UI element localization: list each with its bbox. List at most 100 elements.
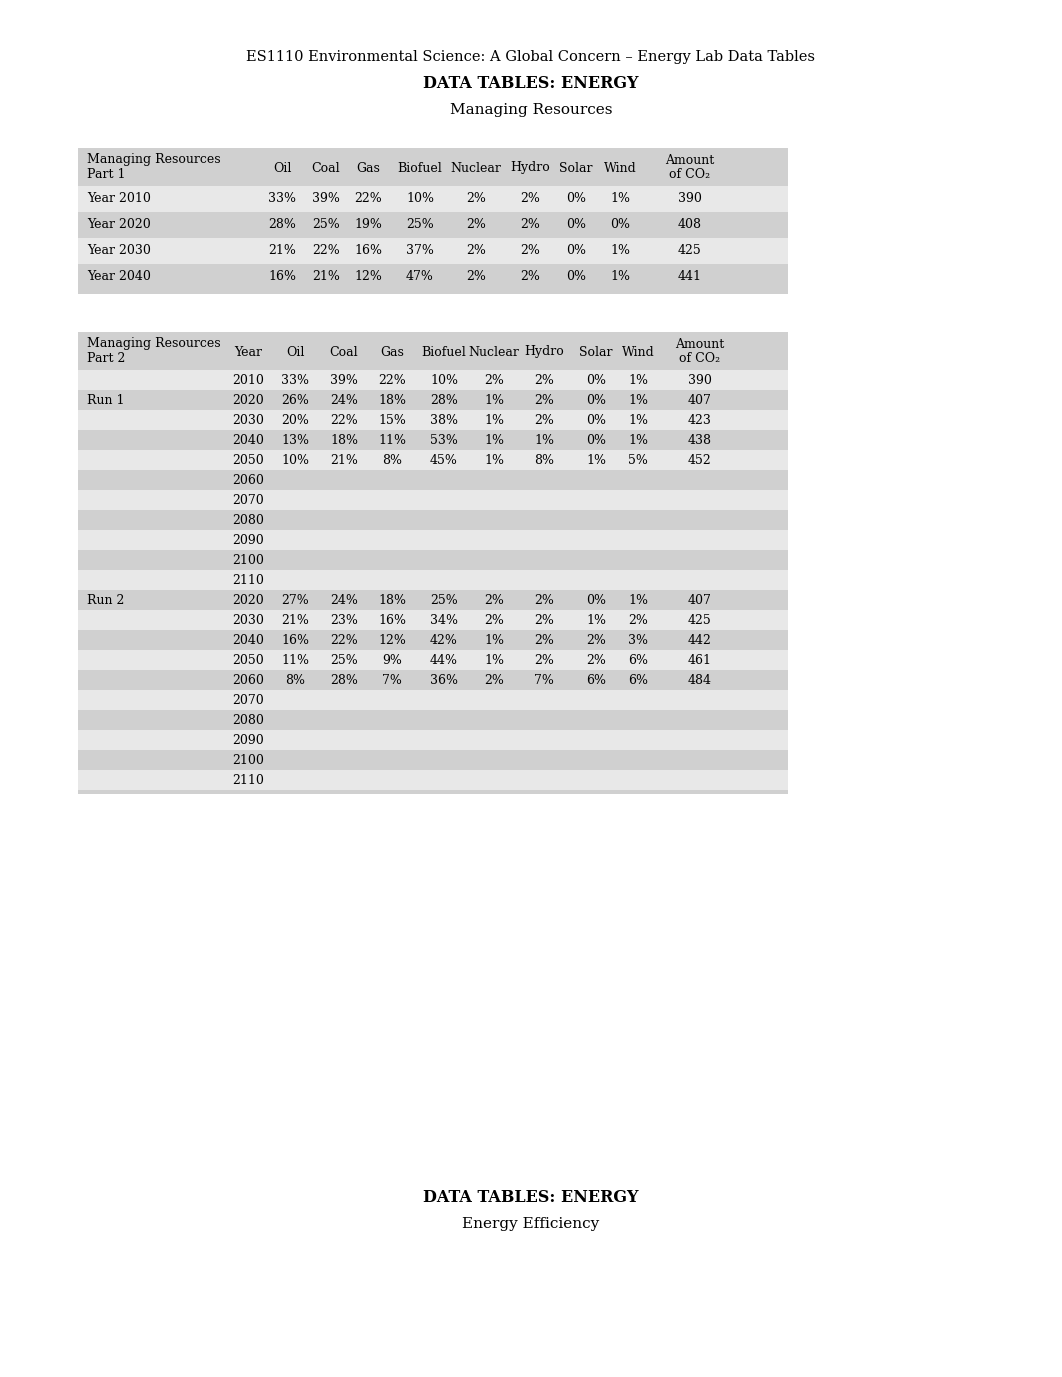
Text: 11%: 11% [378, 434, 406, 446]
Text: 461: 461 [688, 654, 712, 666]
Text: 2%: 2% [484, 373, 504, 387]
Text: 45%: 45% [430, 453, 458, 467]
Text: 2%: 2% [534, 633, 554, 646]
FancyBboxPatch shape [78, 186, 788, 212]
Text: Biofuel: Biofuel [397, 161, 443, 175]
Text: 423: 423 [688, 413, 712, 427]
Text: 13%: 13% [281, 434, 309, 446]
Text: of CO₂: of CO₂ [680, 351, 720, 365]
Text: 39%: 39% [330, 373, 358, 387]
Text: 3%: 3% [628, 633, 648, 646]
Text: 25%: 25% [430, 593, 458, 606]
Text: 33%: 33% [268, 193, 296, 205]
Text: 16%: 16% [268, 270, 296, 284]
FancyBboxPatch shape [78, 470, 788, 490]
Text: 22%: 22% [330, 413, 358, 427]
Text: 38%: 38% [430, 413, 458, 427]
Text: 0%: 0% [586, 394, 606, 406]
Text: Year 2040: Year 2040 [87, 270, 151, 284]
Text: 2040: 2040 [233, 633, 264, 646]
Text: 7%: 7% [382, 673, 401, 687]
Text: Amount: Amount [675, 337, 724, 351]
Text: 2%: 2% [534, 593, 554, 606]
Text: 2%: 2% [534, 394, 554, 406]
Text: Oil: Oil [273, 161, 291, 175]
Text: 1%: 1% [484, 394, 504, 406]
FancyBboxPatch shape [78, 264, 788, 291]
FancyBboxPatch shape [78, 650, 788, 671]
Text: 2%: 2% [586, 654, 606, 666]
Text: Year 2030: Year 2030 [87, 245, 151, 257]
Text: 12%: 12% [378, 633, 406, 646]
Text: 1%: 1% [484, 413, 504, 427]
Text: 1%: 1% [534, 434, 554, 446]
Text: 1%: 1% [628, 593, 648, 606]
Text: 22%: 22% [378, 373, 406, 387]
Text: 28%: 28% [268, 219, 296, 231]
Text: Run 2: Run 2 [87, 593, 124, 606]
Text: 1%: 1% [628, 413, 648, 427]
Text: Coal: Coal [311, 161, 340, 175]
Text: 42%: 42% [430, 633, 458, 646]
Text: Year 2020: Year 2020 [87, 219, 151, 231]
Text: 2110: 2110 [233, 774, 264, 786]
Text: Part 1: Part 1 [87, 168, 125, 180]
Text: Hydro: Hydro [525, 346, 564, 358]
Text: 390: 390 [678, 193, 702, 205]
FancyBboxPatch shape [78, 770, 788, 790]
Text: 441: 441 [678, 270, 702, 284]
Text: 39%: 39% [312, 193, 340, 205]
Text: 425: 425 [679, 245, 702, 257]
Text: 2110: 2110 [233, 573, 264, 587]
Text: 2020: 2020 [233, 394, 263, 406]
Text: 53%: 53% [430, 434, 458, 446]
Text: Solar: Solar [579, 346, 613, 358]
Text: 0%: 0% [586, 593, 606, 606]
Text: 10%: 10% [406, 193, 434, 205]
FancyBboxPatch shape [78, 212, 788, 238]
Text: 0%: 0% [566, 270, 586, 284]
Text: Oil: Oil [286, 346, 304, 358]
Text: 21%: 21% [268, 245, 296, 257]
Text: Managing Resources: Managing Resources [87, 153, 221, 167]
Text: 2%: 2% [520, 245, 539, 257]
Text: 26%: 26% [281, 394, 309, 406]
Text: Gas: Gas [380, 346, 404, 358]
Text: Part 2: Part 2 [87, 351, 125, 365]
FancyBboxPatch shape [78, 530, 788, 549]
Text: 2040: 2040 [233, 434, 264, 446]
Text: 2%: 2% [466, 219, 486, 231]
Text: 0%: 0% [586, 413, 606, 427]
Text: 2050: 2050 [233, 453, 263, 467]
Text: 2010: 2010 [233, 373, 264, 387]
FancyBboxPatch shape [78, 589, 788, 610]
Text: 28%: 28% [430, 394, 458, 406]
FancyBboxPatch shape [78, 730, 788, 750]
Text: 2100: 2100 [233, 554, 264, 566]
Text: 2090: 2090 [233, 533, 263, 547]
Text: 1%: 1% [610, 270, 630, 284]
Text: 2070: 2070 [233, 694, 263, 706]
Text: 2%: 2% [466, 245, 486, 257]
Text: 1%: 1% [610, 245, 630, 257]
FancyBboxPatch shape [78, 671, 788, 690]
Text: 18%: 18% [330, 434, 358, 446]
Text: 408: 408 [678, 219, 702, 231]
Text: 0%: 0% [566, 245, 586, 257]
Text: Hydro: Hydro [510, 161, 550, 175]
Text: 2070: 2070 [233, 493, 263, 507]
Text: 6%: 6% [586, 673, 606, 687]
Text: 1%: 1% [610, 193, 630, 205]
Text: 2%: 2% [484, 593, 504, 606]
Text: 22%: 22% [354, 193, 382, 205]
Text: 8%: 8% [285, 673, 305, 687]
Text: 24%: 24% [330, 593, 358, 606]
FancyBboxPatch shape [78, 490, 788, 509]
Text: 22%: 22% [312, 245, 340, 257]
Text: Amount: Amount [666, 153, 715, 167]
Text: 25%: 25% [406, 219, 434, 231]
Text: 452: 452 [688, 453, 712, 467]
Text: 484: 484 [688, 673, 712, 687]
Text: 21%: 21% [281, 614, 309, 627]
Text: 2%: 2% [534, 373, 554, 387]
